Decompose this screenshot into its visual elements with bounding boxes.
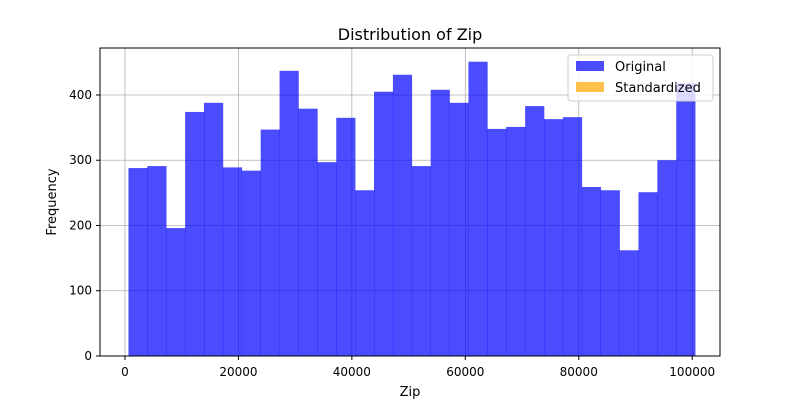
histogram-bar-original xyxy=(204,102,224,356)
x-tick-label: 80000 xyxy=(560,365,598,379)
histogram-bar-original xyxy=(279,70,299,356)
legend-swatch-original xyxy=(576,61,604,71)
histogram-bar-original xyxy=(619,250,639,356)
histogram-bar-original xyxy=(317,162,337,356)
histogram-bar-original xyxy=(374,91,394,356)
x-tick-label: 40000 xyxy=(333,365,371,379)
histogram-bar-original xyxy=(430,89,450,357)
histogram-bar-original xyxy=(449,102,469,356)
y-tick-label: 200 xyxy=(69,218,92,232)
histogram-bar-original xyxy=(525,106,545,357)
y-axis-label: Frequency xyxy=(45,168,60,235)
legend: Original Standardized xyxy=(567,54,714,102)
histogram-bar-original xyxy=(147,166,167,356)
chart-title: Distribution of Zip xyxy=(338,25,483,44)
x-tick-label: 0 xyxy=(121,365,129,379)
histogram-bar-original xyxy=(506,126,526,356)
histogram-bar-original xyxy=(298,108,318,357)
x-tick-label: 60000 xyxy=(446,365,484,379)
plot-frame xyxy=(99,47,721,357)
histogram-bar-original xyxy=(392,74,413,356)
histogram-bar-original xyxy=(562,117,583,356)
legend-box xyxy=(567,54,714,102)
y-tick-label: 0 xyxy=(84,349,92,363)
histogram-bar-original xyxy=(355,190,375,356)
histogram-bar-original xyxy=(241,170,261,356)
histogram-bar-original xyxy=(657,160,677,356)
x-axis-ticks: 0 20000 40000 60000 80000 100000 xyxy=(121,356,715,379)
y-tick-label: 400 xyxy=(69,88,92,102)
histogram-bar-original xyxy=(336,117,356,356)
legend-swatch-standardized xyxy=(576,82,604,92)
histogram-bar-original xyxy=(544,119,564,356)
legend-label-standardized: Standardized xyxy=(615,81,701,96)
y-tick-label: 300 xyxy=(69,153,92,167)
bars xyxy=(128,61,696,357)
histogram-bar-original xyxy=(676,83,696,356)
histogram-bar-original xyxy=(487,128,507,356)
legend-label-original: Original xyxy=(615,60,666,75)
x-axis-label: Zip xyxy=(400,385,421,400)
y-axis-ticks: 0 100 200 300 400 xyxy=(69,88,100,363)
histogram-bar-original xyxy=(260,129,280,356)
y-tick-label: 100 xyxy=(69,284,92,298)
histogram-bar-original xyxy=(185,111,205,356)
histogram-bar-original xyxy=(638,192,658,356)
histogram-bar-original xyxy=(411,166,431,356)
histogram-bar-original xyxy=(468,61,488,356)
histogram-bar-original xyxy=(166,228,186,356)
x-tick-label: 20000 xyxy=(219,365,257,379)
x-tick-label: 100000 xyxy=(669,365,715,379)
histogram-bar-original xyxy=(222,167,243,356)
histogram-bar-original xyxy=(600,190,620,356)
histogram-bar-original xyxy=(581,186,601,356)
histogram-bar-original xyxy=(128,168,148,356)
